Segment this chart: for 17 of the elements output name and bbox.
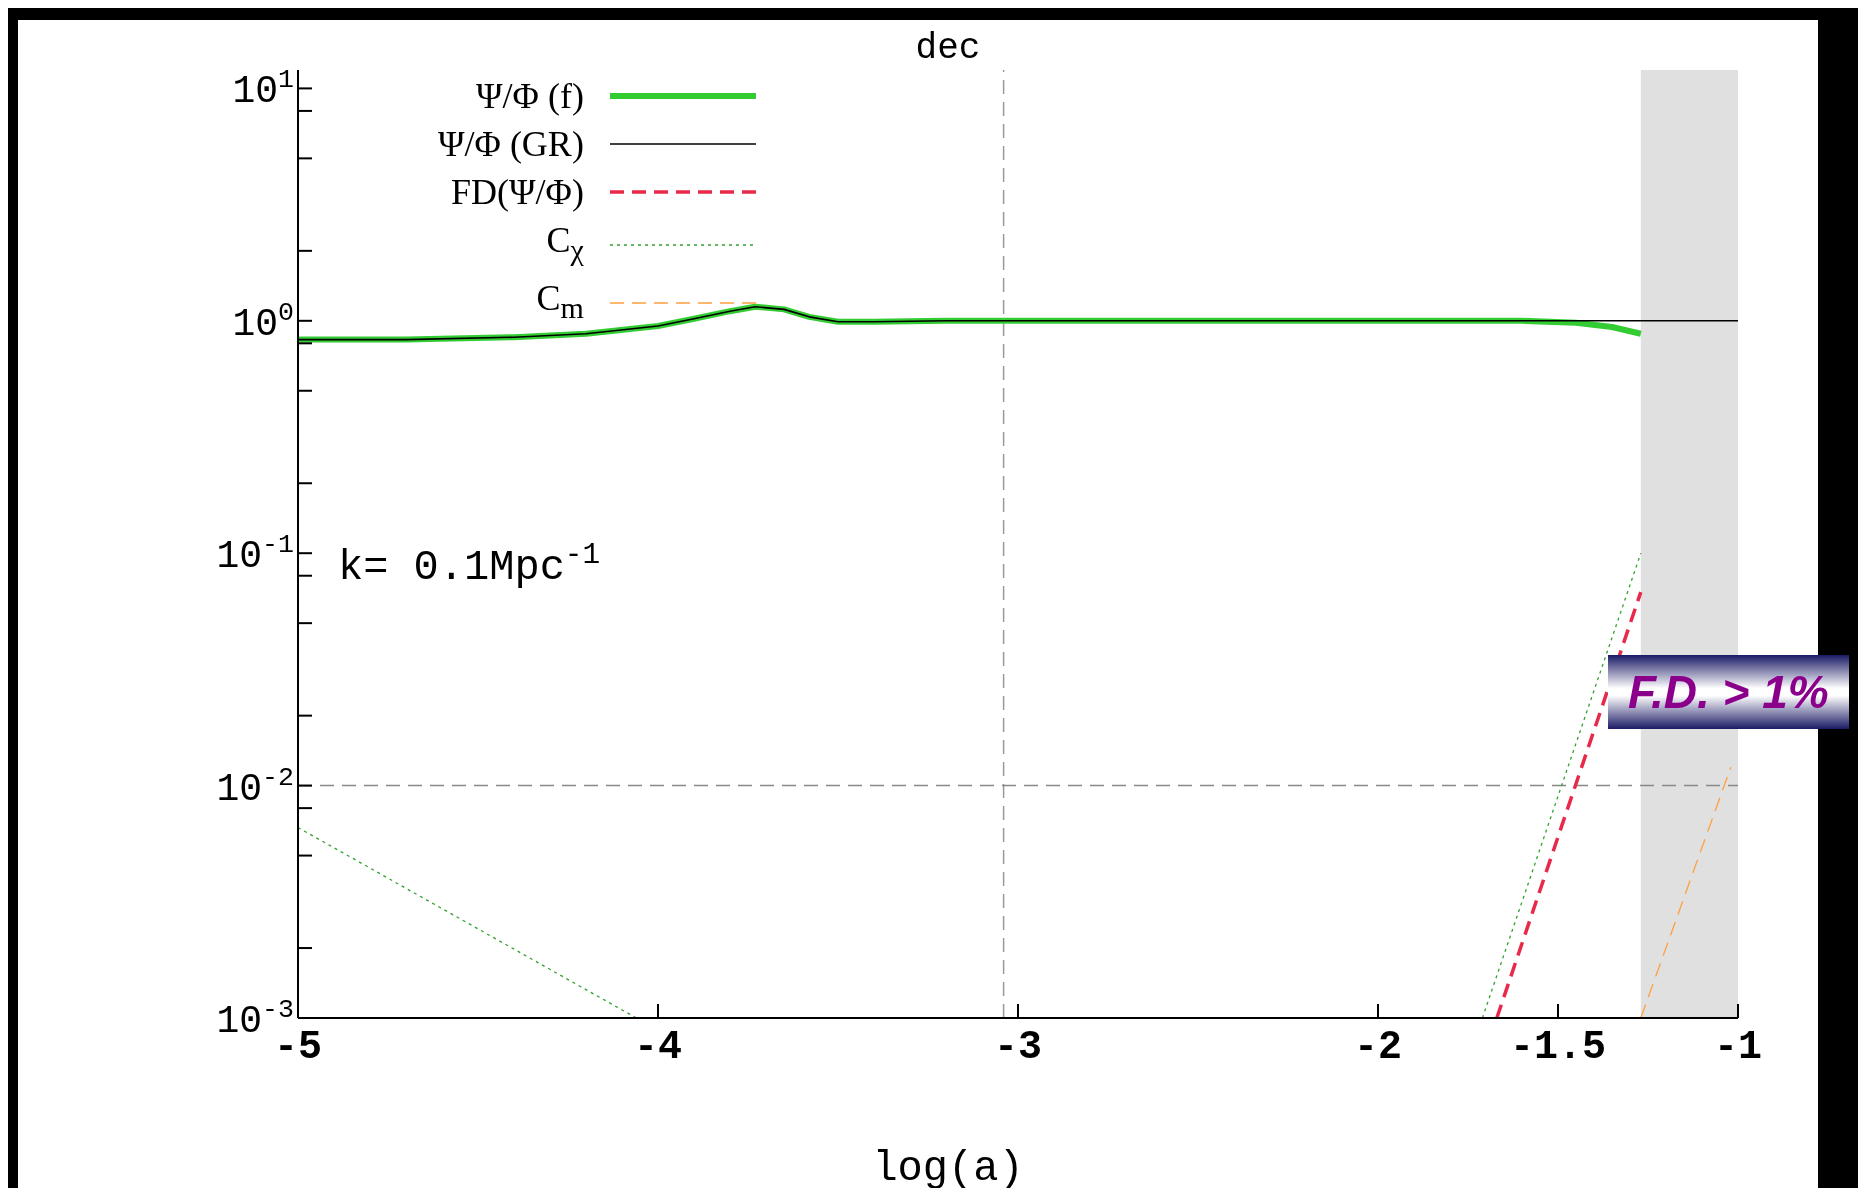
annotation: F.D. > 1%: [1608, 654, 1849, 729]
y-tick-label: 10$^{1}$: [232, 65, 294, 114]
x-tick-label: -3: [993, 1025, 1043, 1070]
x-tick-label: -4: [633, 1025, 683, 1070]
y-tick-label: 10$^{-1}$: [216, 530, 294, 579]
x-tick-label: -2: [1353, 1025, 1403, 1070]
x-tick-label: -1.5: [1509, 1025, 1607, 1070]
legend-label: C$_{χ}$: [546, 219, 584, 269]
legend-label: FD(Ψ/Φ): [451, 171, 584, 214]
annotation: k= 0.1Mpc$^{-1}$: [338, 538, 601, 593]
legend-label: Ψ/Φ (GR): [438, 123, 584, 166]
y-tick-label: 10$^{-2}$: [216, 762, 294, 811]
legend-label: Ψ/Φ (f): [476, 75, 584, 118]
y-tick-label: 10$^{0}$: [232, 297, 294, 346]
x-tick-label: -1: [1713, 1025, 1763, 1070]
legend-label: C$_{m}$: [536, 277, 584, 327]
chart-title: dec: [915, 28, 981, 69]
